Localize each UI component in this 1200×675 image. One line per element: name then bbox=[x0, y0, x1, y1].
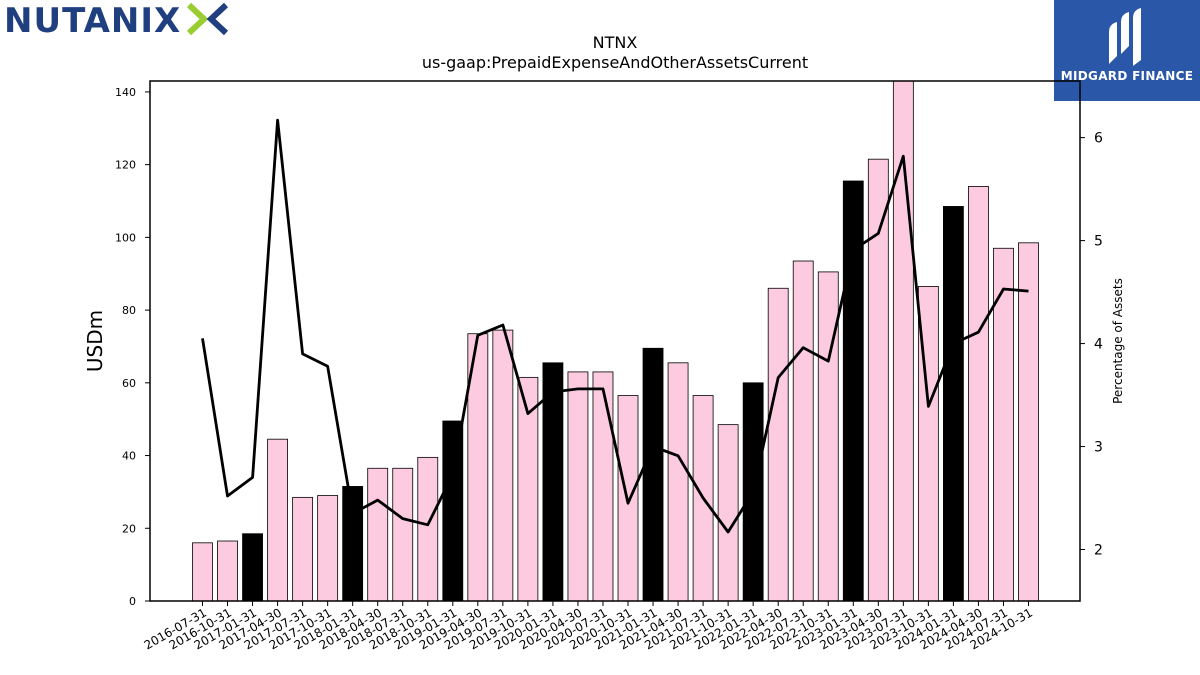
logo-text: NUTANIX bbox=[4, 2, 181, 36]
bar-2017-01-31 bbox=[242, 533, 263, 602]
bar-2021-04-30 bbox=[667, 362, 689, 602]
y2-tick-label: 4 bbox=[1094, 337, 1103, 353]
bar-2017-10-31 bbox=[317, 495, 339, 602]
bar-2024-01-31 bbox=[943, 206, 964, 602]
line-group bbox=[201, 118, 1029, 534]
series-line bbox=[201, 118, 1029, 534]
bar-2022-07-31 bbox=[792, 260, 814, 602]
bar-2020-07-31 bbox=[592, 371, 614, 602]
chart-title: NTNX bbox=[593, 33, 638, 52]
bar-2021-10-31 bbox=[717, 424, 739, 602]
y-axis-label: USDm bbox=[83, 310, 107, 372]
bar-2023-04-30 bbox=[867, 158, 889, 602]
y-tick-label: 80 bbox=[122, 304, 136, 317]
badge-text: MIDGARD FINANCE bbox=[1060, 69, 1194, 83]
y-tick-label: 60 bbox=[122, 377, 136, 390]
bar-2022-10-31 bbox=[817, 271, 839, 602]
y2-tick-label: 2 bbox=[1094, 543, 1103, 559]
midgard-finance-badge: MIDGARD FINANCE bbox=[1054, 0, 1200, 101]
y2-tick-label: 6 bbox=[1094, 131, 1103, 147]
bar-2016-07-31 bbox=[192, 542, 213, 602]
bar-2018-10-31 bbox=[417, 456, 439, 602]
bar-2019-07-31 bbox=[492, 329, 514, 602]
bar-2017-07-31 bbox=[292, 496, 314, 602]
y-tick-label: 140 bbox=[115, 86, 136, 99]
y2-tick-label: 5 bbox=[1094, 234, 1103, 250]
bar-2016-10-31 bbox=[217, 540, 238, 602]
y-tick-label: 40 bbox=[122, 450, 136, 463]
bar-2020-04-30 bbox=[567, 371, 589, 602]
y2-tick-label: 3 bbox=[1094, 440, 1103, 456]
nutanix-logo: NUTANIX bbox=[4, 2, 229, 36]
chart-subtitle: us-gaap:PrepaidExpenseAndOtherAssetsCurr… bbox=[422, 53, 808, 72]
y2-axis-label: Percentage of Assets bbox=[1111, 278, 1125, 404]
bar-2018-04-30 bbox=[367, 467, 389, 602]
bar-2021-01-31 bbox=[642, 347, 664, 602]
bars-group bbox=[192, 80, 1039, 602]
y-tick-label: 100 bbox=[115, 231, 136, 244]
y-tick-label: 0 bbox=[129, 595, 136, 608]
bar-2024-04-30 bbox=[968, 186, 989, 602]
midgard-logo-icon bbox=[1109, 8, 1141, 66]
plot-frame bbox=[149, 80, 1081, 602]
y-tick-label: 20 bbox=[122, 522, 136, 535]
y-axis-left: 0 20 40 60 80 100 120 140 bbox=[115, 86, 150, 608]
bar-2018-07-31 bbox=[392, 467, 414, 602]
bar-2019-01-31 bbox=[442, 420, 464, 602]
bar-2017-04-30 bbox=[267, 438, 288, 602]
bar-2022-04-30 bbox=[767, 287, 789, 602]
bar-2024-10-31 bbox=[1018, 242, 1039, 602]
x-axis: 2016-07-312016-10-312017-01-312017-04-30… bbox=[142, 601, 1035, 652]
y-tick-label: 120 bbox=[115, 159, 136, 172]
y-axis-right: 2 3 4 5 6 bbox=[1080, 131, 1103, 559]
bar-2018-01-31 bbox=[342, 486, 364, 602]
